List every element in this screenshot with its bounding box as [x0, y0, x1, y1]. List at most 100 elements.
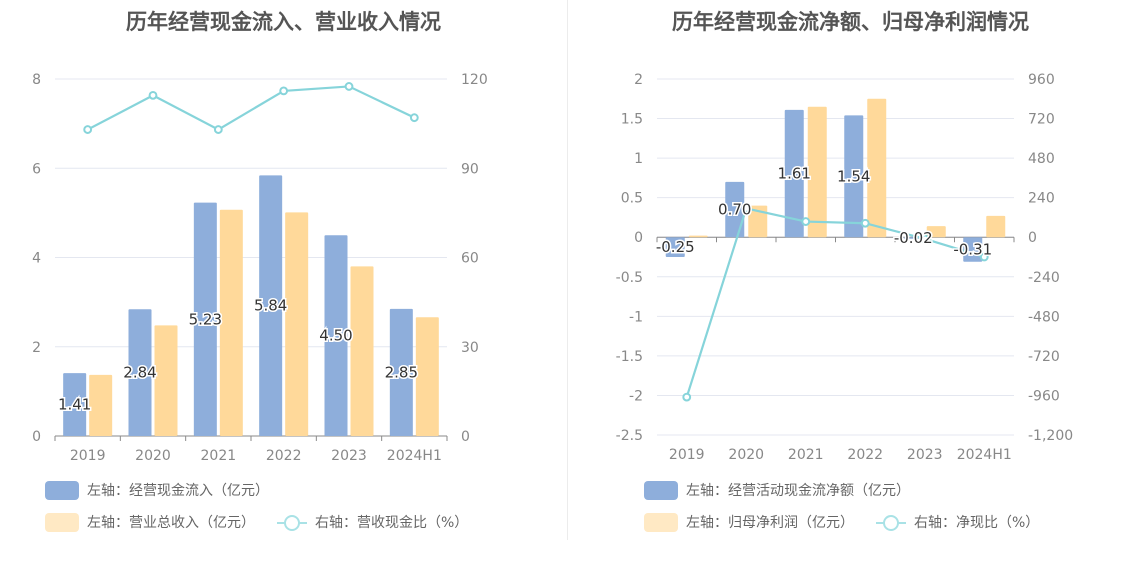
line-point: [344, 82, 354, 91]
right-tick-label: 960: [1028, 72, 1055, 88]
legend-row-2: 左轴：营业总收入（亿元） 右轴：营收现金比（%）: [45, 512, 468, 532]
left-tick-label: 1.5: [621, 112, 643, 128]
bar: [844, 115, 864, 238]
data-label: 5.84: [254, 297, 287, 315]
chart-panel-left: 历年经营现金流入、营业收入情况 0 0 2 30 4 60 6 90 8 120 2019 2020 2…: [32, 10, 488, 532]
x-tick-label: 2024H1: [957, 447, 1012, 463]
left-tick-label: 4: [32, 251, 41, 267]
left-tick-label: -1.5: [616, 349, 643, 365]
left-tick-label: 2: [634, 72, 643, 88]
right-tick-label: 60: [461, 251, 479, 267]
left-tick-label: 8: [32, 72, 41, 88]
right-tick-label: -240: [1028, 270, 1060, 286]
bar: [415, 317, 439, 436]
line-point: [213, 125, 223, 134]
legend-line-swatch: [876, 513, 906, 532]
bar: [193, 202, 217, 436]
chart-svg: 0 0 2 30 4 60 6 90 8 120 2019 2020 2021 2022 2023 2024H…: [32, 72, 488, 464]
data-label: 2.85: [385, 363, 418, 381]
x-tick-label: 2020: [728, 447, 764, 463]
legend-item-cash-inflow[interactable]: 左轴：经营现金流入（亿元）: [45, 480, 269, 500]
x-tick-label: 2022: [847, 447, 883, 463]
left-tick-label: -2: [629, 388, 643, 404]
legend-item-net-profit[interactable]: 左轴：归母净利润（亿元）: [644, 512, 854, 532]
legend-label: 右轴：营收现金比（%）: [315, 515, 469, 531]
bar: [748, 205, 768, 238]
legend-swatch: [644, 512, 678, 532]
left-tick-label: -2.5: [616, 428, 643, 444]
x-tick-label: 2021: [201, 448, 237, 464]
bar: [324, 235, 348, 436]
legend-label: 右轴：净现比（%）: [914, 515, 1040, 531]
data-label: 4.50: [319, 327, 352, 345]
legend-item-cash-ratio[interactable]: 右轴：营收现金比（%）: [277, 512, 468, 532]
right-tick-label: 90: [461, 161, 479, 177]
right-tick-label: 0: [1028, 230, 1037, 246]
x-tick-label: 2020: [135, 448, 171, 464]
legend-row-1: 左轴：经营活动现金流净额（亿元）: [644, 480, 910, 500]
x-tick-label: 2019: [70, 448, 106, 464]
right-tick-label: 120: [461, 72, 488, 88]
left-tick-label: 6: [32, 161, 41, 177]
right-tick-label: 720: [1028, 112, 1055, 128]
left-tick-label: 0: [634, 230, 643, 246]
data-label: 5.23: [189, 310, 222, 328]
bar: [784, 109, 804, 238]
line-point: [83, 125, 93, 134]
bar: [807, 106, 827, 238]
data-label: -0.02: [894, 229, 933, 247]
data-label: 2.84: [123, 364, 156, 382]
x-tick-label: 2023: [331, 448, 367, 464]
line-point: [279, 86, 289, 96]
left-tick-label: -0.5: [616, 270, 643, 286]
legend-label: 左轴：营业总收入（亿元）: [87, 515, 255, 531]
bar: [89, 374, 113, 436]
data-label: 1.54: [837, 167, 870, 185]
line-point: [979, 252, 989, 262]
right-tick-label: 480: [1028, 151, 1055, 167]
right-tick-label: 30: [461, 340, 479, 356]
legend-item-net-cash-ratio[interactable]: 右轴：净现比（%）: [876, 512, 1039, 532]
legend-row-1: 左轴：经营现金流入（亿元）: [45, 480, 269, 500]
line-point: [860, 218, 870, 228]
bar: [350, 266, 374, 436]
legend-item-net-cash-flow[interactable]: 左轴：经营活动现金流净额（亿元）: [644, 480, 910, 500]
bar: [154, 325, 178, 436]
right-tick-label: -1,200: [1028, 428, 1073, 444]
x-tick-label: 2021: [788, 447, 824, 463]
right-tick-label: 240: [1028, 191, 1055, 207]
legend-label: 左轴：归母净利润（亿元）: [686, 515, 854, 531]
right-tick-label: 0: [461, 429, 470, 445]
legend-row-2: 左轴：归母净利润（亿元） 右轴：净现比（%）: [644, 512, 1039, 532]
legend-swatch: [45, 512, 79, 532]
data-label: 1.41: [58, 396, 91, 414]
right-tick-label: -480: [1028, 309, 1060, 325]
line-point: [741, 203, 751, 213]
series-line: [685, 207, 985, 398]
bar: [986, 215, 1006, 238]
bar: [389, 308, 413, 436]
right-tick-label: -720: [1028, 349, 1060, 365]
chart-svg: -2.5 -1,200 -2 -960 -1.5 -720 -1 -480 -0.5 -240 0 0…: [616, 72, 1073, 463]
data-label: -0.31: [953, 240, 992, 258]
legend-item-revenue[interactable]: 左轴：营业总收入（亿元）: [45, 512, 255, 532]
left-tick-label: -1: [629, 309, 643, 325]
line-point: [148, 90, 158, 100]
panel-divider: [567, 0, 568, 540]
bar: [926, 226, 946, 238]
x-tick-label: 2023: [907, 447, 943, 463]
bar: [285, 212, 309, 436]
data-label: 1.61: [778, 165, 811, 183]
legend-swatch: [644, 480, 678, 500]
bar: [259, 175, 283, 436]
legend-swatch: [45, 480, 79, 500]
line-point: [801, 217, 811, 226]
data-label: -0.25: [656, 238, 695, 256]
legend-label: 左轴：经营活动现金流净额（亿元）: [686, 483, 910, 499]
line-point: [682, 392, 692, 402]
chart-title: 历年经营现金流净额、归母净利润情况: [672, 10, 1029, 34]
bar: [867, 98, 887, 238]
left-tick-label: 1: [634, 151, 643, 167]
right-tick-label: -960: [1028, 388, 1060, 404]
bar: [725, 181, 745, 238]
